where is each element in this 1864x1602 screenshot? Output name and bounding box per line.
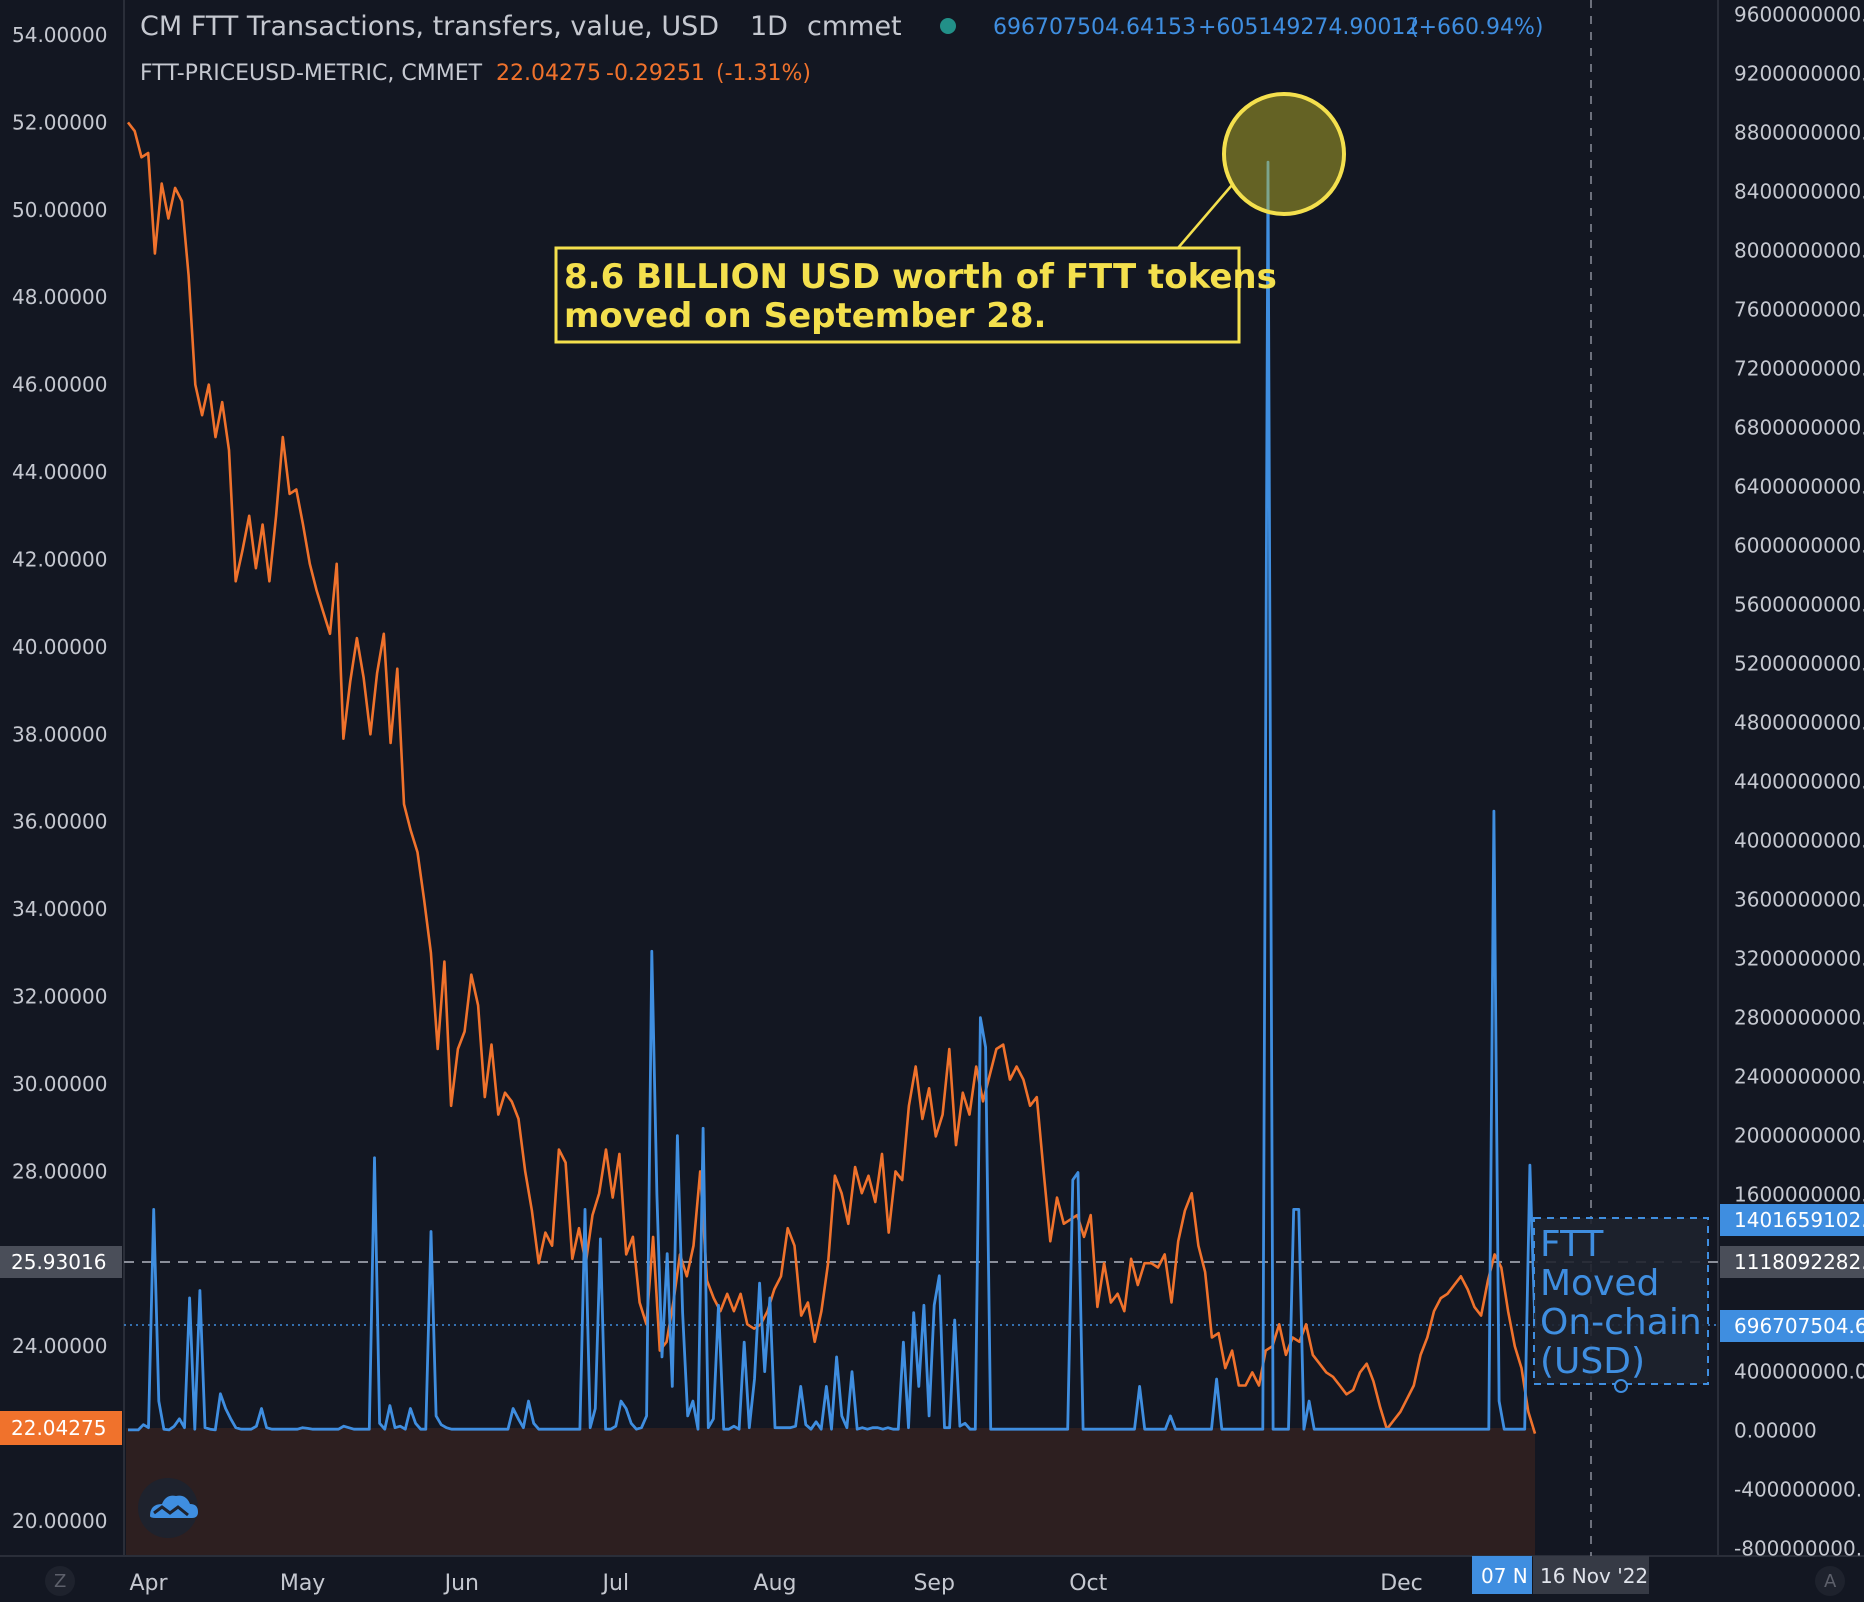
- right-tick-label: 2400000000.: [1734, 1065, 1864, 1089]
- series2-change: -0.29251: [606, 61, 705, 86]
- crosshair-date-tag-text: 16 Nov '22: [1540, 1564, 1648, 1588]
- left-tick-label: 50.00000: [12, 198, 107, 222]
- series1-interval: 1D: [750, 11, 788, 42]
- right-tick-label: 4800000000.: [1734, 711, 1864, 735]
- left-tick-label: 52.00000: [12, 110, 107, 134]
- right-tick-label: 9200000000.: [1734, 62, 1864, 86]
- series1-source: cmmet: [807, 11, 902, 42]
- x-axis-ticks: Apr May Jun Jul Aug Sep Oct Dec: [130, 1571, 1423, 1596]
- right-corner-label: A: [1824, 1571, 1837, 1592]
- right-axis-ticks: 9600000000. 9200000000. 8800000000. 8400000…: [1734, 3, 1864, 1561]
- left-corner-toggle[interactable]: [45, 1566, 75, 1596]
- right-tick-label: -400000000.: [1734, 1478, 1862, 1502]
- x-tick-label: Jul: [601, 1571, 630, 1596]
- right-tick-label: -800000000.: [1734, 1537, 1862, 1561]
- left-last-price-tag-text: 22.04275: [11, 1416, 106, 1440]
- right-tick-label: 5600000000.: [1734, 593, 1864, 617]
- left-tick-label: 46.00000: [12, 373, 107, 397]
- right-tick-label: 6000000000.: [1734, 534, 1864, 558]
- live-status-dot: [940, 18, 956, 34]
- x-highlight-tag: [1472, 1556, 1532, 1594]
- series-label-box: [1533, 1217, 1709, 1385]
- left-last-price-tag: [0, 1411, 122, 1445]
- left-tick-label: 48.00000: [12, 285, 107, 309]
- left-dashed-price-tag-text: 25.93016: [11, 1250, 106, 1274]
- left-tick-label: 38.00000: [12, 722, 107, 746]
- left-axis-ticks: 54.00000 52.00000 50.00000 48.00000 46.00000…: [12, 23, 107, 1533]
- left-dashed-price-tag: [0, 1246, 122, 1278]
- left-tick-label: 30.00000: [12, 1072, 107, 1096]
- x-tick-label: May: [280, 1571, 325, 1596]
- right-tick-label: 3600000000.: [1734, 888, 1864, 912]
- right-tick-label: 9600000000.: [1734, 3, 1864, 27]
- right-tick-label: 2000000000.: [1734, 1124, 1864, 1148]
- left-corner-label: Z: [54, 1571, 66, 1592]
- spike-highlight-circle: [1222, 92, 1346, 216]
- series-label-line3: On-chain: [1540, 1302, 1702, 1343]
- right-tick-label: 7600000000.: [1734, 298, 1864, 322]
- left-tick-label: 32.00000: [12, 985, 107, 1009]
- right-price-tag-1: [1720, 1204, 1864, 1236]
- right-tick-label: 2800000000.: [1734, 1006, 1864, 1030]
- series1-title: CM FTT Transactions, transfers, value, U…: [140, 11, 719, 42]
- right-tick-label: 1600000000.: [1734, 1183, 1864, 1207]
- x-tick-label: Aug: [754, 1571, 797, 1596]
- right-tick-label: 4000000000.: [1734, 829, 1864, 853]
- right-price-tag-2: [1720, 1246, 1864, 1278]
- series1-change: +605149274.90012: [1198, 15, 1419, 40]
- below-last-price-shading: [126, 1428, 1535, 1556]
- series2-last-value: 22.04275: [496, 61, 601, 86]
- annotation-connector: [1177, 184, 1233, 249]
- left-tick-label: 42.00000: [12, 547, 107, 571]
- annotation-line1: 8.6 BILLION USD worth of FTT tokens: [564, 257, 1277, 297]
- x-highlight-tag-text: 07 N: [1481, 1564, 1528, 1588]
- left-tick-label: 24.00000: [12, 1334, 107, 1358]
- right-price-tag-3-text: 696707504.6: [1734, 1314, 1864, 1338]
- series2-title: FTT-PRICEUSD-METRIC, CMMET: [140, 61, 483, 86]
- x-tick-label: Sep: [913, 1571, 954, 1596]
- left-tick-label: 44.00000: [12, 460, 107, 484]
- cloud-logo-wave: [153, 1505, 189, 1517]
- right-tick-label: 400000000.0: [1734, 1360, 1864, 1384]
- crosshair-date-tag: [1533, 1556, 1649, 1594]
- series1-last-value: 696707504.64153: [993, 15, 1196, 40]
- right-tick-label: 8000000000.: [1734, 239, 1864, 263]
- series1-change-pct: (+660.94%): [1410, 15, 1543, 40]
- right-tick-label: 8800000000.: [1734, 121, 1864, 145]
- right-tick-label: 8400000000.: [1734, 180, 1864, 204]
- annotation-line2: moved on September 28.: [564, 296, 1046, 336]
- right-corner-toggle[interactable]: [1815, 1566, 1845, 1596]
- right-tick-label: 3200000000.: [1734, 947, 1864, 971]
- left-tick-label: 20.00000: [12, 1509, 107, 1533]
- annotation-box: [554, 246, 1241, 344]
- right-price-tag-2-text: 1118092282.: [1734, 1250, 1864, 1274]
- left-tick-label: 54.00000: [12, 23, 107, 47]
- x-tick-label: Apr: [130, 1571, 169, 1596]
- series-label-handle[interactable]: [1614, 1379, 1628, 1393]
- series-label-line1: FTT: [1540, 1224, 1604, 1265]
- right-price-tag-1-text: 1401659102.: [1734, 1208, 1864, 1232]
- right-price-tag-3: [1720, 1310, 1864, 1342]
- transfer-series-line: [128, 160, 1537, 1432]
- right-tick-label: 6400000000.: [1734, 475, 1864, 499]
- right-tick-label: 6800000000.: [1734, 416, 1864, 440]
- right-tick-label: 0.00000: [1734, 1419, 1817, 1443]
- x-tick-label: Oct: [1069, 1571, 1107, 1596]
- left-tick-label: 28.00000: [12, 1159, 107, 1183]
- right-tick-label: 4400000000.: [1734, 770, 1864, 794]
- right-tick-label: 7200000000.: [1734, 357, 1864, 381]
- right-tick-label: 5200000000.: [1734, 652, 1864, 676]
- transfer-series: [128, 160, 1537, 1432]
- series-label-line4: (USD): [1540, 1341, 1645, 1382]
- series-label-line2: Moved: [1540, 1263, 1659, 1304]
- left-tick-label: 40.00000: [12, 635, 107, 659]
- left-tick-label: 36.00000: [12, 810, 107, 834]
- left-tick-label: 34.00000: [12, 897, 107, 921]
- series2-change-pct: (-1.31%): [716, 61, 811, 86]
- x-tick-label: Dec: [1380, 1571, 1423, 1596]
- x-tick-label: Jun: [443, 1571, 479, 1596]
